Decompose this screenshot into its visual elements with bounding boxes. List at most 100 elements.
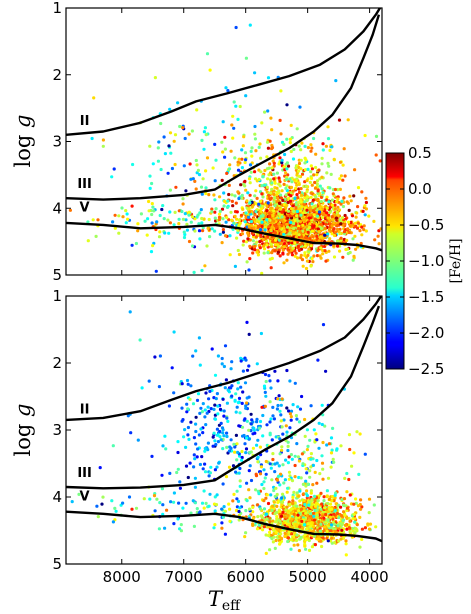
star-point xyxy=(190,215,194,219)
star-point xyxy=(229,367,233,371)
star-point xyxy=(230,218,234,222)
star-point xyxy=(303,544,307,548)
star-point xyxy=(328,148,332,152)
star-point xyxy=(238,411,242,415)
star-point xyxy=(212,396,216,400)
star-point xyxy=(260,184,264,188)
star-point xyxy=(182,164,186,168)
star-point xyxy=(335,224,339,228)
star-point xyxy=(337,118,342,122)
star-point xyxy=(220,140,224,144)
star-point xyxy=(294,414,298,418)
star-point xyxy=(291,499,295,503)
star-point xyxy=(217,218,221,222)
star-point xyxy=(182,230,186,234)
star-point xyxy=(294,206,298,210)
star-point xyxy=(348,250,352,255)
star-point xyxy=(364,200,368,205)
star-point xyxy=(212,526,216,530)
star-point xyxy=(193,229,197,233)
star-point xyxy=(251,446,255,450)
star-point xyxy=(304,467,308,471)
star-point xyxy=(157,235,162,239)
star-point xyxy=(172,139,176,143)
star-point xyxy=(264,533,268,537)
star-point xyxy=(268,400,272,404)
star-point xyxy=(305,471,309,475)
star-point xyxy=(148,144,152,148)
star-point xyxy=(297,226,301,231)
star-point xyxy=(355,528,359,532)
star-point xyxy=(236,499,241,503)
star-point xyxy=(300,394,304,399)
star-point xyxy=(188,397,192,401)
star-point xyxy=(306,146,310,150)
star-point xyxy=(334,79,338,83)
star-point xyxy=(325,495,329,499)
star-point xyxy=(303,417,307,422)
star-point xyxy=(282,418,286,422)
star-point xyxy=(315,254,320,258)
star-point xyxy=(282,208,286,212)
star-point xyxy=(285,177,289,182)
star-point xyxy=(283,512,287,516)
star-point xyxy=(242,239,246,243)
star-point xyxy=(329,436,334,440)
star-point xyxy=(286,536,291,540)
star-point xyxy=(70,500,74,504)
star-point xyxy=(289,538,293,542)
star-point xyxy=(331,526,335,531)
star-point xyxy=(277,176,281,180)
star-point xyxy=(340,514,344,518)
star-point xyxy=(125,212,129,216)
star-point xyxy=(225,431,229,435)
star-point xyxy=(297,494,301,498)
colorbar: 0.50.0−0.5−1.0−1.5−2.0−2.5 [Fe/H] xyxy=(385,144,464,378)
sequence-label: V xyxy=(80,201,90,216)
star-point xyxy=(320,544,324,549)
star-point xyxy=(304,266,309,271)
star-point xyxy=(163,231,167,235)
star-point xyxy=(310,545,314,549)
star-point xyxy=(180,382,184,386)
star-point xyxy=(183,232,187,237)
star-point xyxy=(293,381,297,385)
star-point xyxy=(336,244,340,248)
star-point xyxy=(328,515,333,519)
star-point xyxy=(299,148,303,152)
star-point xyxy=(124,209,128,213)
star-point xyxy=(339,505,343,509)
star-point xyxy=(252,217,256,221)
star-point xyxy=(298,525,302,529)
star-point xyxy=(273,369,277,373)
star-point xyxy=(258,228,263,232)
bottom-panel-x-ticks: 8000 7000 6000 5000 4000 xyxy=(103,296,389,586)
star-point xyxy=(236,387,240,391)
star-point xyxy=(198,411,202,415)
star-point xyxy=(283,212,287,216)
star-point xyxy=(248,464,252,468)
star-point xyxy=(345,516,349,521)
star-point xyxy=(263,476,267,480)
star-point xyxy=(290,457,294,461)
star-point xyxy=(309,247,314,251)
star-point xyxy=(251,505,255,509)
star-point xyxy=(244,56,248,60)
star-point xyxy=(332,512,336,516)
star-point xyxy=(268,420,272,424)
star-point xyxy=(359,223,363,227)
colorbar-ticks: 0.50.0−0.5−1.0−1.5−2.0−2.5 xyxy=(386,144,444,378)
star-point xyxy=(323,226,327,230)
star-point xyxy=(291,157,296,161)
star-point xyxy=(258,142,262,146)
star-point xyxy=(249,412,253,416)
star-point xyxy=(197,229,202,233)
star-point xyxy=(352,451,356,455)
star-point xyxy=(305,259,310,263)
star-point xyxy=(243,179,247,183)
star-point xyxy=(287,232,291,236)
star-point xyxy=(251,251,255,255)
star-point xyxy=(209,465,213,469)
